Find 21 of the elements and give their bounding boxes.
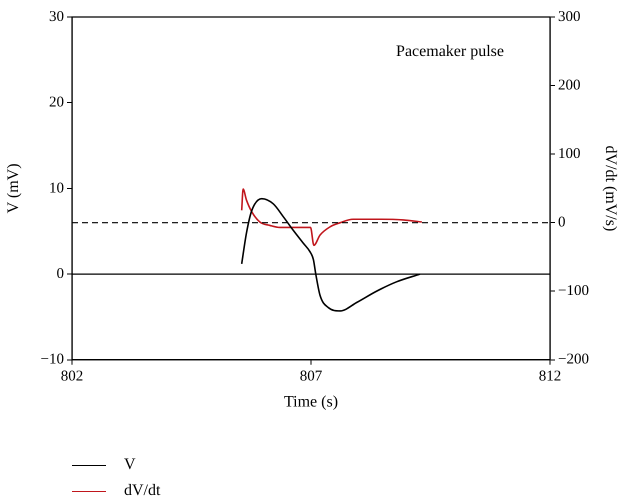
y2-axis-title: dV/dt (mV/s) [602,146,620,232]
y-tick-label: 30 [49,8,64,25]
y-tick-label: 0 [56,266,64,282]
y2-tick-label: 300 [558,8,580,25]
y-tick-label: 10 [49,180,64,196]
y-tick-label: 20 [49,94,64,111]
legend-label: V [124,455,136,475]
y-axis-title: V (mV) [4,163,22,214]
annotation: Pacemaker pulse [396,43,504,60]
y2-tick-label: 0 [558,214,566,231]
y2-tick-label: 200 [558,77,580,94]
legend-label: dV/dt [124,481,160,499]
x-tick-label: 812 [538,368,562,385]
x-tick-label: 802 [60,368,84,385]
x-axis-title: Time (s) [284,394,338,411]
x-tick-label: 807 [300,368,323,385]
y2-tick-label: −100 [558,283,589,300]
y2-tick-label: −200 [558,352,589,368]
y-tick-label: −10 [40,352,64,368]
y2-tick-label: 100 [558,146,580,162]
line-series [240,188,423,246]
